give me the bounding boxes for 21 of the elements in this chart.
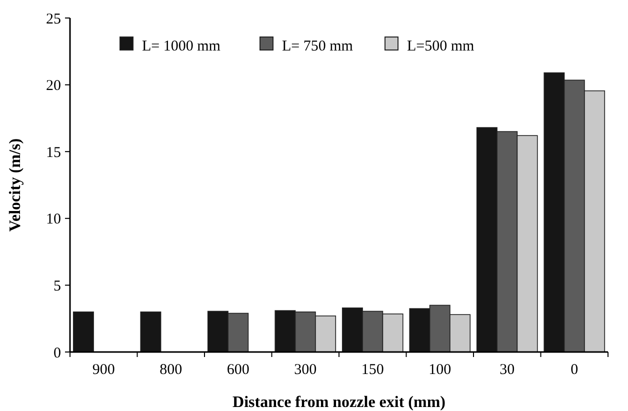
y-tick-label: 20: [46, 78, 61, 94]
y-tick-label: 5: [54, 278, 61, 294]
y-tick-label: 0: [54, 345, 61, 362]
bar: [72, 312, 94, 352]
x-tick-label: 900: [92, 362, 115, 378]
y-tick-label: 25: [46, 11, 61, 28]
x-tick-label: 100: [428, 362, 452, 378]
legend-label: L=500 mm: [407, 38, 475, 54]
x-tick-label: 0: [570, 362, 578, 378]
x-tick-label: 300: [294, 362, 317, 378]
x-tick-label: 600: [226, 362, 250, 378]
bar: [140, 312, 162, 352]
legend-label: L= 750 mm: [282, 38, 354, 54]
y-tick-label: 15: [46, 144, 61, 161]
x-tick-label: 150: [361, 362, 384, 378]
x-tick-label: 800: [160, 362, 182, 378]
y-axis-title: Velocity (m/s): [7, 138, 24, 232]
y-tick-label: 10: [46, 212, 61, 228]
legend-label: L= 1000 mm: [142, 38, 221, 54]
x-tick-label: 30: [500, 362, 515, 378]
x-axis-title: Distance from nozzle exit (mm): [232, 394, 446, 411]
